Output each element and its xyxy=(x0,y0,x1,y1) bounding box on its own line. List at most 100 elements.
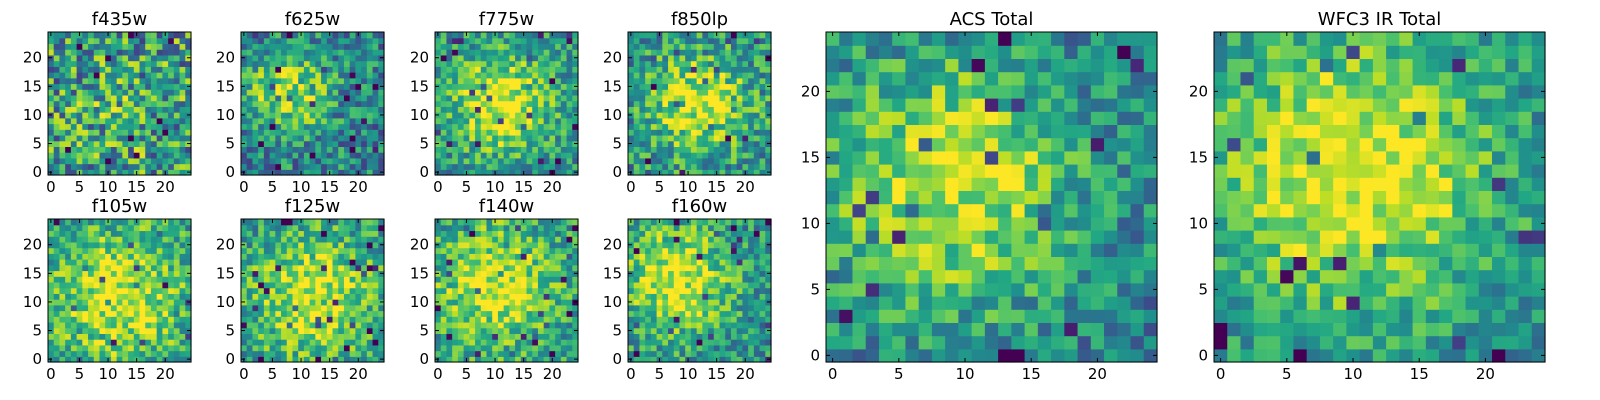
heatmap-cell xyxy=(532,66,539,73)
heatmap-cell xyxy=(515,236,522,243)
heatmap-cell xyxy=(650,152,658,159)
heatmap-cell xyxy=(572,333,579,340)
heatmap-cell xyxy=(497,281,505,289)
heatmap-cell xyxy=(110,152,118,159)
y-tick-label: 5 xyxy=(32,135,42,153)
heatmap-cell xyxy=(303,270,311,277)
heatmap-cell xyxy=(725,316,732,323)
heatmap-cell xyxy=(292,247,299,254)
heatmap-cell xyxy=(82,299,89,306)
heatmap-cell xyxy=(372,43,379,50)
heatmap-cell xyxy=(173,157,181,165)
heatmap-cell xyxy=(486,32,493,39)
heatmap-cell xyxy=(309,339,316,346)
heatmap-cell xyxy=(59,106,66,113)
heatmap-cell xyxy=(708,316,715,323)
heatmap-cell xyxy=(515,72,522,79)
heatmap-cell xyxy=(730,43,738,50)
heatmap-cell xyxy=(349,230,356,237)
heatmap-cell xyxy=(633,43,641,50)
heatmap-cell xyxy=(457,117,465,125)
heatmap-cell xyxy=(708,83,715,90)
heatmap-cell xyxy=(168,77,175,85)
heatmap-cell xyxy=(435,157,442,165)
heatmap-cell xyxy=(116,236,123,243)
heatmap-cell xyxy=(241,152,248,159)
heatmap-cell xyxy=(105,106,112,113)
heatmap-cell xyxy=(275,100,282,107)
heatmap-cell xyxy=(156,157,163,165)
heatmap-cell xyxy=(435,72,442,79)
heatmap-cell xyxy=(742,333,749,340)
heatmap-cell xyxy=(486,259,493,266)
heatmap-cell xyxy=(742,77,749,85)
heatmap-cell xyxy=(526,356,533,363)
heatmap-cell xyxy=(765,43,772,50)
heatmap-cell xyxy=(520,123,528,130)
heatmap-cell xyxy=(372,157,379,165)
heatmap-cell xyxy=(76,327,83,334)
heatmap-cell xyxy=(457,316,465,323)
heatmap-cell xyxy=(730,146,738,153)
heatmap-cell xyxy=(116,281,123,289)
heatmap-cell xyxy=(252,247,259,254)
heatmap-cell xyxy=(532,106,539,113)
heatmap-cell xyxy=(99,66,106,73)
heatmap-cell xyxy=(315,169,322,176)
heatmap-cell xyxy=(492,106,499,113)
heatmap-cell xyxy=(150,350,158,357)
heatmap-cell xyxy=(343,146,351,153)
heatmap-cell xyxy=(748,66,755,73)
heatmap-cell xyxy=(639,287,646,294)
heatmap-cell xyxy=(759,310,766,317)
heatmap-cell xyxy=(497,72,505,79)
heatmap-cell xyxy=(281,230,288,237)
heatmap-cell xyxy=(99,169,106,176)
heatmap-cell xyxy=(349,350,356,357)
heatmap-cell xyxy=(70,146,78,153)
heatmap-cell xyxy=(185,219,192,226)
heatmap-cell xyxy=(509,129,516,136)
heatmap-cell xyxy=(303,37,311,45)
heatmap-cell xyxy=(486,264,493,272)
heatmap-cell xyxy=(128,270,135,277)
heatmap-cell xyxy=(116,94,123,102)
heatmap-cell xyxy=(338,152,345,159)
heatmap-cell xyxy=(492,100,499,107)
heatmap-cell xyxy=(263,327,271,334)
heatmap-cell xyxy=(509,230,516,237)
heatmap-cell xyxy=(168,72,175,79)
heatmap-cell xyxy=(156,129,163,136)
heatmap-cell xyxy=(702,117,709,125)
heatmap-cell xyxy=(736,140,743,147)
heatmap-cell xyxy=(349,310,356,317)
heatmap-cell xyxy=(99,100,106,107)
heatmap-cell xyxy=(269,264,276,272)
heatmap-cell xyxy=(173,66,181,73)
heatmap-cell xyxy=(355,54,362,62)
heatmap-cell xyxy=(713,287,721,294)
heatmap-cell xyxy=(713,112,721,119)
heatmap-cell xyxy=(748,43,755,50)
heatmap-cell xyxy=(116,276,123,283)
heatmap-cell xyxy=(372,66,379,73)
heatmap-cell xyxy=(497,321,505,329)
heatmap-cell xyxy=(520,134,528,142)
heatmap-cell xyxy=(145,287,152,294)
heatmap-cell xyxy=(503,72,510,79)
heatmap-cell xyxy=(65,219,72,226)
heatmap-cell xyxy=(679,106,686,113)
heatmap-cell xyxy=(88,37,95,45)
heatmap-cell xyxy=(560,146,568,153)
heatmap-cell xyxy=(503,134,510,142)
heatmap-cell xyxy=(452,94,459,102)
heatmap-cell xyxy=(532,321,539,329)
heatmap-cell xyxy=(463,264,470,272)
heatmap-cell xyxy=(298,77,305,85)
heatmap-cell xyxy=(440,117,448,125)
heatmap-cell xyxy=(156,333,163,340)
heatmap-cell xyxy=(326,77,334,85)
heatmap-cell xyxy=(292,43,299,50)
heatmap-cell xyxy=(696,163,703,170)
heatmap-cell xyxy=(713,350,721,357)
